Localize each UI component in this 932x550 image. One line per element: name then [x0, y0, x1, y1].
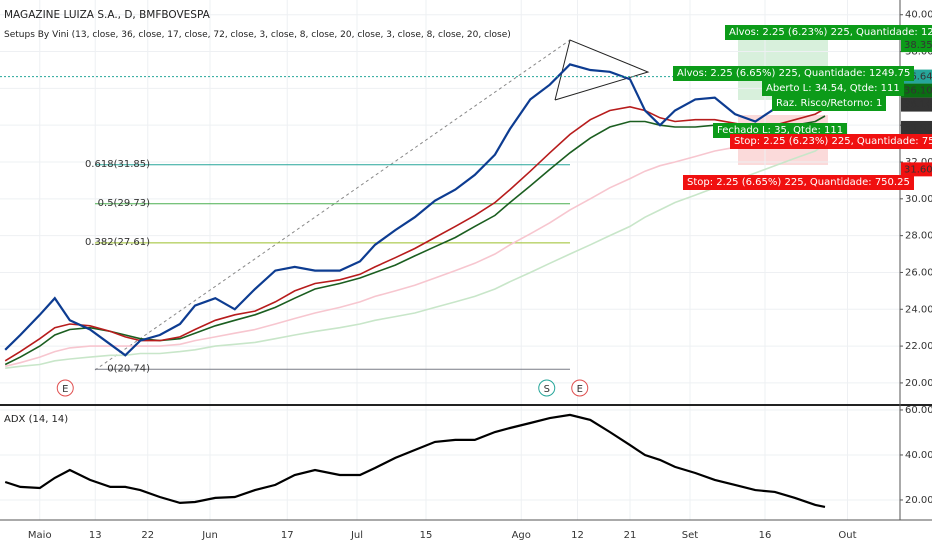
target-label: Alvos: 2.25 (6.23%) 225, Quantidade: 124…: [725, 25, 932, 40]
y-tick-label: 20.00: [905, 495, 932, 506]
event-marker: [571, 379, 589, 397]
x-tick-label: 21: [624, 530, 637, 541]
x-tick-label: Set: [682, 530, 699, 541]
stop-label: Stop: 2.25 (6.65%) 225, Quantidade: 750.…: [683, 175, 914, 190]
event-label: S: [544, 384, 550, 395]
y-tick-label: 26.00: [905, 267, 932, 278]
y-tick-label: 20.00: [905, 378, 932, 389]
price-tag: [901, 120, 932, 135]
x-tick-label: Ago: [512, 530, 531, 541]
y-tick-label: 40.00: [905, 10, 932, 21]
y-tick-label: 22.00: [905, 341, 932, 352]
indicator-title: Setups By Vini (13, close, 36, close, 17…: [4, 30, 511, 40]
price-tag-label: 33.85: [904, 123, 932, 134]
fib-label: 0.382(27.61): [85, 237, 150, 248]
fib-label: 0.5(29.73): [98, 198, 150, 209]
x-tick-label: Jun: [201, 530, 218, 541]
y-tick-label: 30.00: [905, 194, 932, 205]
price-tag: [901, 38, 932, 53]
series-line: [4, 413, 826, 508]
series-line: [4, 115, 826, 366]
x-tick-label: 12: [571, 530, 584, 541]
fib-label: 0(20.74): [107, 363, 150, 374]
triangle-drawing: [554, 39, 650, 101]
event-label: E: [577, 384, 583, 395]
y-tick-label: 24.00: [905, 304, 932, 315]
event-label: E: [62, 384, 68, 395]
series-line: [5, 142, 826, 369]
stop-label: Stop: 2.25 (6.23%) 225, Quantidade: 750.…: [730, 134, 932, 149]
series-line: [4, 63, 826, 357]
event-marker: [538, 379, 556, 397]
y-tick-label: 28.00: [905, 231, 932, 242]
x-tick-label: 16: [759, 530, 772, 541]
x-tick-label: 17: [281, 530, 294, 541]
x-tick-label: Out: [838, 530, 856, 541]
y-tick-label: 40.00: [905, 450, 932, 461]
fib-label: 0.618(31.85): [85, 159, 150, 170]
x-tick-label: Jul: [350, 530, 363, 541]
x-tick-label: 22: [141, 530, 154, 541]
price-tag-label: 36.10: [904, 86, 932, 97]
x-tick-label: 13: [89, 530, 102, 541]
price-tag-label: 36.10: [904, 100, 932, 111]
event-marker: [56, 379, 74, 397]
price-tag: [901, 83, 932, 98]
price-tag-label: 36.64: [904, 72, 932, 83]
open-label: Aberto L: 34.54, Qtde: 111: [762, 81, 904, 96]
y-tick-label: 60.00: [905, 405, 932, 416]
fib-trend-line: [94, 39, 571, 371]
risk-label: Raz. Risco/Retorno: 1: [772, 96, 887, 111]
price-tag: [901, 97, 932, 112]
target-label: Alvos: 2.25 (6.65%) 225, Quantidade: 124…: [673, 66, 915, 81]
series-line: [5, 128, 826, 368]
symbol-title: MAGAZINE LUIZA S.A., D, BMFBOVESPA: [4, 9, 210, 21]
price-tag-label: 31.60: [904, 164, 932, 175]
x-tick-label: 15: [420, 530, 433, 541]
price-tag-label: 38.35: [904, 40, 932, 51]
price-tag: [901, 162, 932, 177]
x-tick-label: Maio: [28, 530, 52, 541]
adx-title: ADX (14, 14): [4, 414, 69, 425]
series-line: [4, 105, 826, 362]
